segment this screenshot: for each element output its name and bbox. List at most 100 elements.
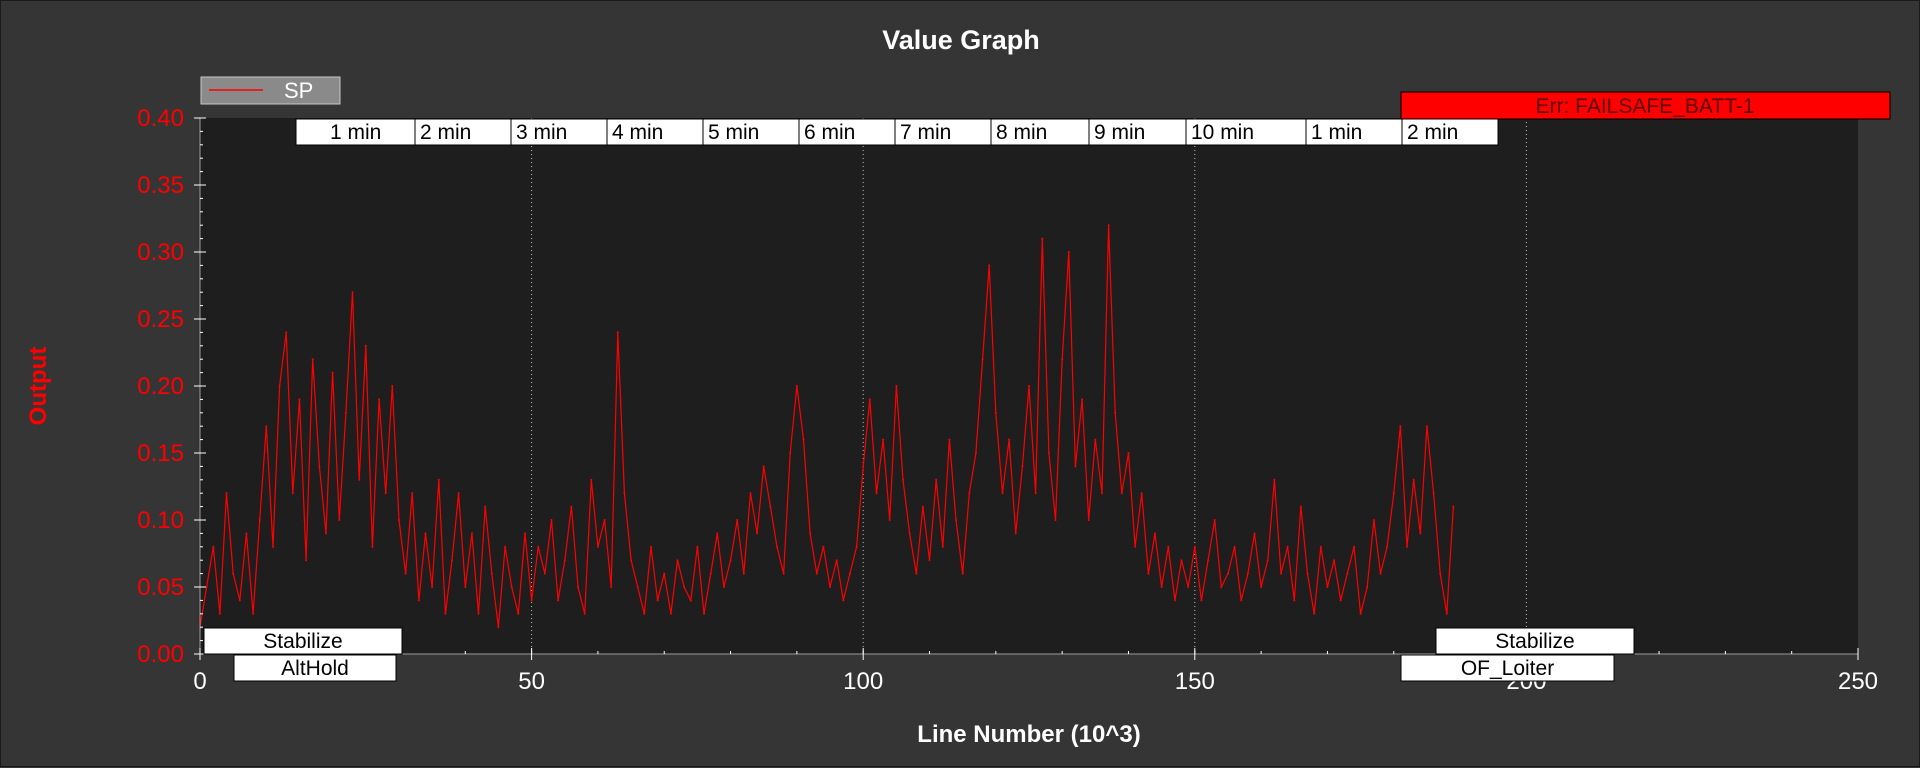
flight-mode-label: Stabilize <box>203 627 403 655</box>
series-point-sp <box>232 572 235 575</box>
series-point-sp <box>431 586 434 588</box>
time-marker-label: 6 min <box>804 121 855 144</box>
series-point-sp <box>530 599 533 602</box>
series-point-sp <box>1101 492 1103 495</box>
series-point-sp <box>1299 505 1302 508</box>
series-point-sp <box>1372 519 1375 521</box>
series-point-sp <box>1240 599 1243 602</box>
series-point-sp <box>1346 572 1349 575</box>
series-point-sp <box>1452 505 1455 508</box>
series-point-sp <box>928 559 931 562</box>
series-point-sp <box>610 586 613 588</box>
series-point-sp <box>1054 519 1057 521</box>
series-point-sp <box>464 586 467 588</box>
series-point-sp <box>1419 532 1422 535</box>
series-point-sp <box>437 478 440 481</box>
series-point-sp <box>1160 586 1163 588</box>
time-marker-box <box>1185 118 1307 146</box>
time-marker-label: 2 min <box>1407 121 1458 144</box>
series-point-sp <box>537 545 540 548</box>
series-point-sp <box>1227 572 1229 575</box>
series-point-sp <box>1193 545 1196 548</box>
series-point-sp <box>1233 545 1236 548</box>
time-marker-label: 10 min <box>1191 121 1254 144</box>
time-marker-label: 2 min <box>420 121 471 144</box>
time-marker-box <box>798 118 896 146</box>
error-banner-label: Err: FAILSAFE_BATT-1 <box>1535 95 1754 118</box>
series-point-sp <box>278 385 281 387</box>
series-point-sp <box>643 612 646 615</box>
series-point-sp <box>364 344 367 347</box>
time-marker-box <box>414 118 512 146</box>
series-point-sp <box>862 465 865 468</box>
series-point-sp <box>205 586 208 588</box>
series-point-sp <box>470 532 473 535</box>
series-point-sp <box>756 532 759 535</box>
series-point-sp <box>749 492 752 495</box>
series-point-sp <box>305 559 308 562</box>
series-point-sp <box>1001 492 1004 495</box>
series-point-sp <box>1008 438 1011 441</box>
series-point-sp <box>258 519 261 521</box>
time-marker-label: 5 min <box>708 121 759 144</box>
time-marker-label: 4 min <box>612 121 663 144</box>
series-point-sp <box>331 371 334 374</box>
series-point-sp <box>1061 358 1064 361</box>
series-point-sp <box>650 545 652 548</box>
series-point-sp <box>524 532 526 535</box>
series-point-sp <box>948 438 951 441</box>
series-point-sp <box>1114 411 1117 414</box>
series-point-sp <box>1399 425 1402 428</box>
series-point-sp <box>1067 251 1070 253</box>
flight-mode-text: AltHold <box>281 657 349 680</box>
series-point-sp <box>1147 572 1150 575</box>
series-point-sp <box>722 586 725 588</box>
time-marker-box <box>894 118 992 146</box>
series-point-sp <box>1386 545 1389 548</box>
series-point-sp <box>1379 572 1382 575</box>
series-point-sp <box>603 519 606 521</box>
time-marker: 9 min <box>1088 118 1187 146</box>
series-point-sp <box>1359 612 1362 615</box>
series-point-sp <box>729 559 732 562</box>
time-marker-label: 7 min <box>900 121 951 144</box>
series-point-sp <box>583 612 586 615</box>
error-banner-box <box>1400 91 1891 120</box>
series-point-sp <box>795 385 798 387</box>
series-point-sp <box>1432 492 1435 495</box>
series-point-sp <box>815 572 818 575</box>
series-point-sp <box>1167 545 1170 548</box>
series-point-sp <box>1445 612 1448 615</box>
series-point-sp <box>855 545 858 548</box>
flight-mode-box <box>1400 654 1615 682</box>
series-point-sp <box>378 398 381 401</box>
series-point-sp <box>782 572 785 575</box>
series-point-sp <box>709 572 712 575</box>
series-point-sp <box>1439 572 1442 575</box>
series-point-sp <box>663 572 666 575</box>
time-marker: 8 min <box>990 118 1090 146</box>
series-point-sp <box>848 572 851 575</box>
flight-mode-label: AltHold <box>233 654 397 682</box>
legend[interactable]: SP <box>200 76 341 105</box>
series-point-sp <box>1273 478 1276 481</box>
time-marker-label: 8 min <box>996 121 1047 144</box>
series-point-sp <box>517 612 520 615</box>
time-marker: 2 min <box>1401 118 1499 146</box>
series-point-sp <box>968 492 971 495</box>
series-point-sp <box>868 398 871 401</box>
series-point-sp <box>902 478 904 481</box>
series-point-sp <box>291 492 294 495</box>
series-point-sp <box>451 559 453 562</box>
series-point-sp <box>325 532 327 535</box>
series-point-sp <box>742 572 745 575</box>
y-tick-label: 0.10 <box>137 507 184 534</box>
series-point-sp <box>1392 492 1395 495</box>
y-tick-label: 0.25 <box>137 306 184 333</box>
series-point-sp <box>630 559 633 562</box>
series-point-sp <box>1074 465 1077 468</box>
series-point-sp <box>384 492 387 495</box>
series-point-sp <box>809 532 812 535</box>
series-point-sp <box>842 599 845 602</box>
